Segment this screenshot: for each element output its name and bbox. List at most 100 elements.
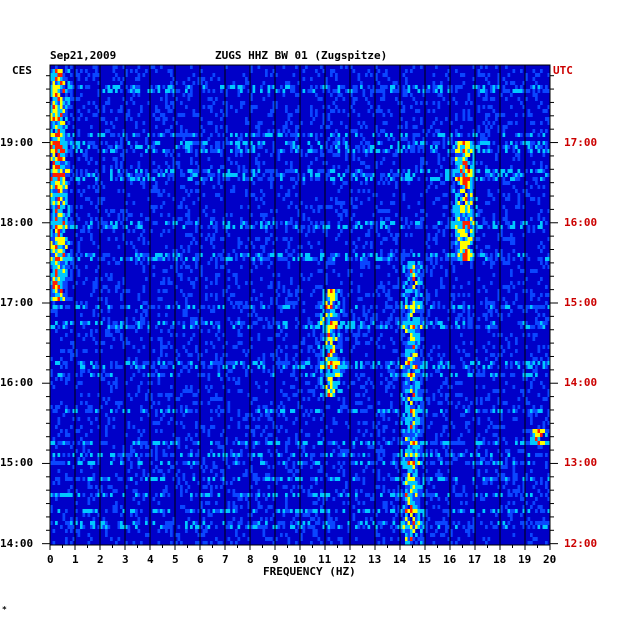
heatmap-cell xyxy=(170,373,173,377)
heatmap-cell xyxy=(472,85,476,89)
heatmap-cell xyxy=(517,201,521,205)
heatmap-cell xyxy=(215,225,218,229)
heatmap-cell xyxy=(390,313,393,317)
heatmap-cell xyxy=(52,125,56,129)
heatmap-cell xyxy=(472,65,476,69)
heatmap-cell xyxy=(60,253,63,257)
heatmap-cell xyxy=(315,285,318,289)
heatmap-cell xyxy=(510,169,513,173)
heatmap-cell xyxy=(107,305,111,309)
heatmap-cell xyxy=(325,345,328,349)
heatmap-cell xyxy=(415,125,418,129)
heatmap-cell xyxy=(530,373,533,377)
heatmap-cell xyxy=(232,325,236,329)
heatmap-cell xyxy=(340,177,343,181)
heatmap-cell xyxy=(317,209,321,213)
heatmap-cell xyxy=(62,73,66,77)
heatmap-cell xyxy=(72,341,76,345)
heatmap-cell xyxy=(307,165,311,169)
heatmap-cell xyxy=(292,73,296,77)
heatmap-cell xyxy=(412,369,416,373)
heatmap-cell xyxy=(152,189,156,193)
heatmap-cell xyxy=(77,249,81,253)
heatmap-cell xyxy=(137,133,141,137)
heatmap-cell xyxy=(135,77,138,81)
heatmap-cell xyxy=(342,297,346,301)
heatmap-cell xyxy=(222,305,226,309)
heatmap-cell xyxy=(130,257,133,261)
heatmap-cell xyxy=(115,329,118,333)
heatmap-cell xyxy=(142,321,146,325)
heatmap-cell xyxy=(465,237,468,241)
heatmap-cell xyxy=(475,385,478,389)
heatmap-cell xyxy=(245,189,248,193)
heatmap-cell xyxy=(262,225,266,229)
heatmap-cell xyxy=(142,285,146,289)
heatmap-cell xyxy=(460,177,463,181)
heatmap-cell xyxy=(452,253,456,257)
heatmap-cell xyxy=(105,273,108,277)
heatmap-cell xyxy=(57,69,61,73)
heatmap-cell xyxy=(165,393,168,397)
heatmap-cell xyxy=(407,145,411,149)
heatmap-cell xyxy=(217,145,221,149)
heatmap-cell xyxy=(455,177,458,181)
heatmap-cell xyxy=(497,189,501,193)
heatmap-cell xyxy=(472,197,476,201)
heatmap-cell xyxy=(60,293,63,297)
heatmap-cell xyxy=(207,365,211,369)
heatmap-cell xyxy=(272,369,276,373)
heatmap-cell xyxy=(370,149,373,153)
heatmap-cell xyxy=(337,381,341,385)
heatmap-cell xyxy=(417,357,421,361)
heatmap-cell xyxy=(255,105,258,109)
heatmap-cell xyxy=(107,373,111,377)
heatmap-cell xyxy=(255,297,258,301)
heatmap-cell xyxy=(467,321,471,325)
heatmap-cell xyxy=(137,349,141,353)
heatmap-cell xyxy=(122,305,126,309)
heatmap-cell xyxy=(245,225,248,229)
heatmap-cell xyxy=(370,225,373,229)
heatmap-cell xyxy=(332,297,336,301)
heatmap-cell xyxy=(205,385,208,389)
heatmap-cell xyxy=(72,353,76,357)
heatmap-cell xyxy=(447,221,451,225)
heatmap-cell xyxy=(57,117,61,121)
heatmap-cell xyxy=(442,205,446,209)
heatmap-cell xyxy=(145,393,148,397)
heatmap-cell xyxy=(320,305,323,309)
heatmap-cell xyxy=(510,237,513,241)
heatmap-cell xyxy=(115,117,118,121)
heatmap-cell xyxy=(177,353,181,357)
heatmap-cell xyxy=(337,233,341,237)
heatmap-cell xyxy=(60,81,63,85)
heatmap-cell xyxy=(182,81,186,85)
heatmap-cell xyxy=(60,169,63,173)
heatmap-cell xyxy=(57,77,61,81)
heatmap-cell xyxy=(177,361,181,365)
heatmap-cell xyxy=(50,265,53,269)
heatmap-cell xyxy=(142,129,146,133)
heatmap-cell xyxy=(57,129,61,133)
heatmap-cell xyxy=(447,173,451,177)
heatmap-cell xyxy=(372,361,376,365)
heatmap-cell xyxy=(417,277,421,281)
heatmap-cell xyxy=(62,229,66,233)
heatmap-cell xyxy=(325,81,328,85)
heatmap-cell xyxy=(342,97,346,101)
heatmap-cell xyxy=(415,281,418,285)
heatmap-cell xyxy=(495,153,498,157)
heatmap-cell xyxy=(310,389,313,393)
heatmap-cell xyxy=(80,229,83,233)
heatmap-cell xyxy=(307,141,311,145)
heatmap-cell xyxy=(110,173,113,177)
heatmap-cell xyxy=(232,305,236,309)
heatmap-cell xyxy=(60,305,63,309)
heatmap-cell xyxy=(55,81,58,85)
heatmap-cell xyxy=(370,221,373,225)
heatmap-cell xyxy=(117,145,121,149)
heatmap-cell xyxy=(80,321,83,325)
heatmap-cell xyxy=(50,157,53,161)
heatmap-cell xyxy=(452,305,456,309)
